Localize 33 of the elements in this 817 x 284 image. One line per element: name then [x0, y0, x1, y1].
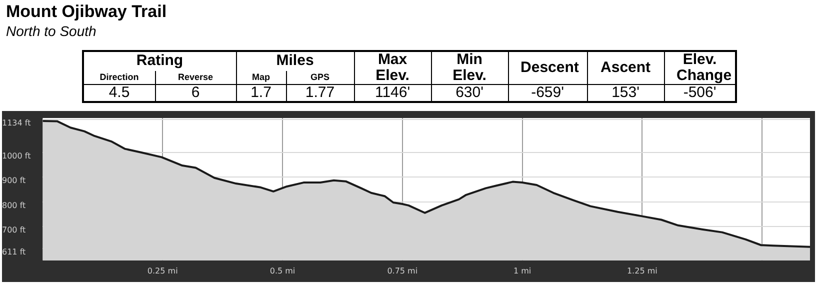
text: -506'	[664, 84, 736, 102]
text: Descent	[508, 51, 588, 84]
text: GPS	[286, 70, 354, 84]
text: Miles	[236, 51, 354, 71]
x-tick-label: 1 mi	[513, 266, 532, 276]
text: Rating	[83, 51, 236, 71]
text: Max Elev.	[354, 51, 432, 84]
text: 6	[155, 84, 236, 102]
x-tick-label: 0.75 mi	[387, 266, 418, 276]
y-tick-label: 800 ft	[2, 200, 26, 210]
chart-title: Mount Ojibway Trail	[6, 2, 167, 22]
text: Direction	[83, 70, 155, 84]
y-tick-label: 611 ft	[2, 247, 26, 256]
text: Ascent	[587, 51, 664, 84]
y-tick-label: 1134 ft	[2, 118, 31, 128]
chart-subtitle: North to South	[6, 23, 96, 39]
y-tick-label: 1000 ft	[2, 152, 31, 161]
text: Elev. Change	[664, 51, 736, 84]
x-tick-label: 0.5 mi	[270, 266, 296, 276]
text: 1.77	[286, 84, 354, 102]
text: Reverse	[155, 70, 236, 84]
text: 1146'	[354, 84, 432, 102]
text: Map	[236, 70, 286, 84]
text: 153'	[587, 84, 664, 102]
x-tick-label: 0.25 mi	[147, 266, 178, 276]
text: 1.7	[236, 84, 286, 102]
text: -659'	[508, 84, 588, 102]
text: 630'	[431, 84, 508, 102]
y-tick-label: 900 ft	[2, 176, 26, 186]
text: Min Elev.	[431, 51, 508, 84]
x-tick-label: 1.25 mi	[626, 266, 658, 276]
text: 4.5	[83, 84, 155, 102]
y-tick-label: 700 ft	[2, 225, 26, 234]
